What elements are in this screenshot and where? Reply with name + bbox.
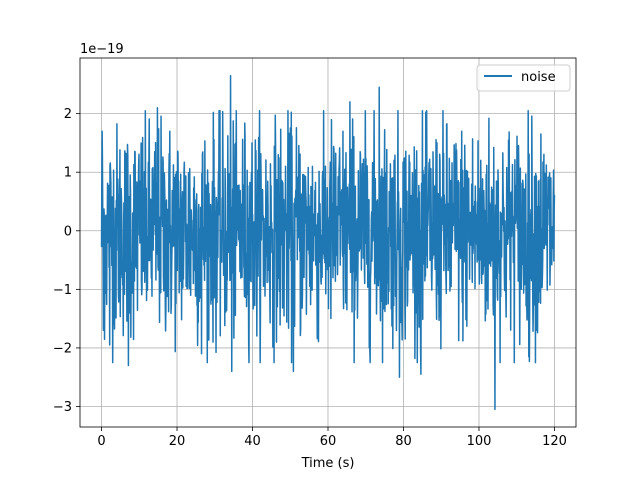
y-scale-label: 1e−19 <box>80 42 124 57</box>
series-layer <box>100 74 556 411</box>
y-tick-label: 2 <box>64 107 72 122</box>
x-tick-label: 40 <box>244 434 261 449</box>
x-tick-label: 60 <box>320 434 337 449</box>
x-tick-label: 80 <box>395 434 412 449</box>
y-axis-ticks: −3 −2 −1 0 1 2 <box>53 107 80 415</box>
legend-label-noise: noise <box>521 70 556 85</box>
x-tick-label: 120 <box>542 434 567 449</box>
x-axis-label: Time (s) <box>301 456 355 471</box>
y-tick-label: −1 <box>53 283 72 298</box>
y-tick-label: 0 <box>64 224 72 239</box>
x-tick-label: 100 <box>467 434 492 449</box>
y-tick-label: −3 <box>53 400 72 415</box>
y-tick-label: −2 <box>53 341 72 356</box>
y-tick-label: 1 <box>64 166 72 181</box>
x-tick-label: 20 <box>169 434 186 449</box>
legend: noise <box>476 64 571 92</box>
legend-box <box>476 64 571 92</box>
series-line-noise <box>100 74 556 411</box>
x-axis-ticks: 0 20 40 60 80 100 120 <box>97 427 567 449</box>
x-tick-label: 0 <box>97 434 105 449</box>
